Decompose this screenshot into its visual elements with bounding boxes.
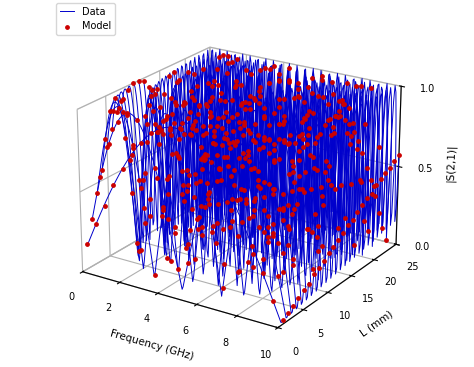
Legend: Data, Model: Data, Model: [56, 3, 115, 35]
X-axis label: Frequency (GHz): Frequency (GHz): [109, 329, 195, 362]
Y-axis label: L (mm): L (mm): [359, 309, 395, 339]
